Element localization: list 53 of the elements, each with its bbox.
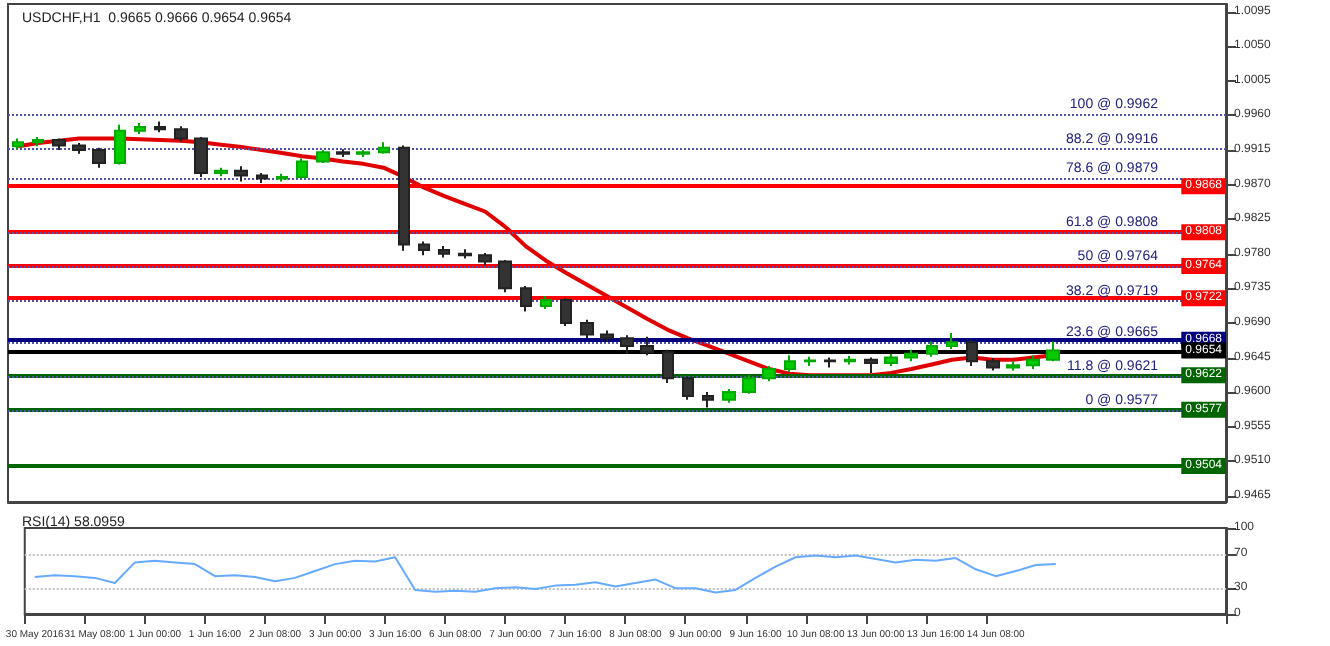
candlestick <box>356 149 370 158</box>
candlestick <box>520 285 532 313</box>
candlestick <box>214 166 228 178</box>
candlestick <box>32 135 44 148</box>
line-series <box>33 554 1057 594</box>
candlestick <box>682 375 694 401</box>
candlestick <box>540 295 552 311</box>
candlestick <box>1046 340 1060 363</box>
candlestick <box>1006 360 1020 372</box>
candlestick <box>336 148 350 158</box>
candlestick <box>458 248 472 260</box>
candlestick <box>722 388 736 404</box>
candlestick <box>438 245 450 259</box>
candlestick <box>478 252 492 267</box>
candlestick <box>316 149 330 165</box>
candlestick <box>234 165 248 183</box>
candlestick <box>742 374 756 395</box>
candlestick <box>194 135 208 178</box>
candlestick <box>844 354 856 366</box>
candlestick <box>926 340 938 358</box>
candlestick <box>134 122 146 135</box>
candlestick <box>256 172 268 185</box>
candlestick <box>276 172 288 183</box>
candlestick <box>702 391 714 409</box>
candlestick <box>52 137 66 152</box>
candlestick <box>966 338 978 367</box>
candlestick <box>92 146 106 169</box>
candlestick <box>600 329 614 343</box>
candlestick <box>986 357 1000 372</box>
candlestick <box>378 141 390 155</box>
candlestick <box>398 144 410 252</box>
candlestick <box>560 297 572 328</box>
candlestick <box>762 364 776 383</box>
candlestick <box>620 334 634 355</box>
candlestick <box>114 123 126 166</box>
candlestick <box>884 352 898 367</box>
candlestick <box>946 331 958 351</box>
candlestick <box>864 356 878 374</box>
candlestick <box>580 318 594 340</box>
candlestick <box>640 335 654 357</box>
candlestick <box>418 240 430 257</box>
candlestick <box>824 356 836 369</box>
candlestick <box>12 137 24 151</box>
candlestick <box>662 348 674 384</box>
candlestick <box>1026 354 1040 371</box>
candlestick <box>72 142 86 155</box>
candlestick <box>296 157 308 180</box>
candlestick <box>154 120 166 134</box>
candlestick <box>804 355 816 367</box>
candlestick <box>904 348 918 363</box>
candlestick <box>498 258 512 294</box>
candlestick <box>174 125 188 143</box>
candlestick <box>784 354 796 374</box>
